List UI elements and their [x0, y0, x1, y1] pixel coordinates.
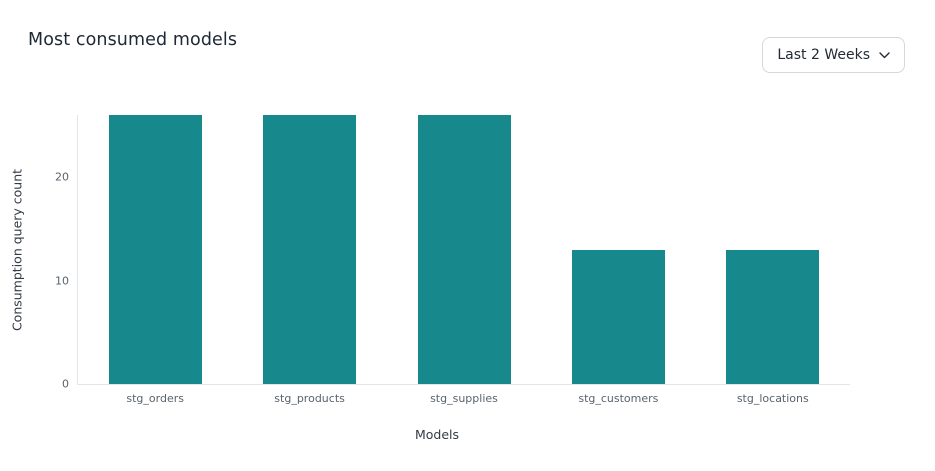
x-tick-label-stg_supplies: stg_supplies [430, 392, 498, 405]
x-tick-label-stg_products: stg_products [274, 392, 345, 405]
time-range-dropdown-label: Last 2 Weeks [777, 47, 870, 63]
time-range-dropdown[interactable]: Last 2 Weeks [762, 37, 905, 73]
x-tick-label-stg_locations: stg_locations [736, 392, 809, 405]
plot-area: stg_orders stg_products stg_supplies stg_cu… [55, 115, 850, 405]
bar-stg_products[interactable] [263, 115, 357, 384]
x-tick-label-stg_customers: stg_customers [578, 392, 659, 405]
y-tick-label-10: 10 [55, 274, 69, 288]
y-axis-title: Consumption query count [9, 168, 25, 332]
x-tick-label-stg_orders: stg_orders [126, 392, 184, 405]
bar-stg_locations[interactable] [726, 249, 820, 384]
y-tick-label-0: 0 [62, 377, 69, 391]
panel-title: Most consumed models [28, 30, 238, 50]
bar-stg_orders[interactable] [108, 115, 202, 384]
bar-stg_supplies[interactable] [417, 115, 511, 384]
y-tick-label-20: 20 [55, 170, 69, 184]
chevron-down-icon [879, 51, 890, 59]
bar-stg_customers[interactable] [571, 249, 665, 384]
x-axis-title: Models [414, 427, 460, 442]
